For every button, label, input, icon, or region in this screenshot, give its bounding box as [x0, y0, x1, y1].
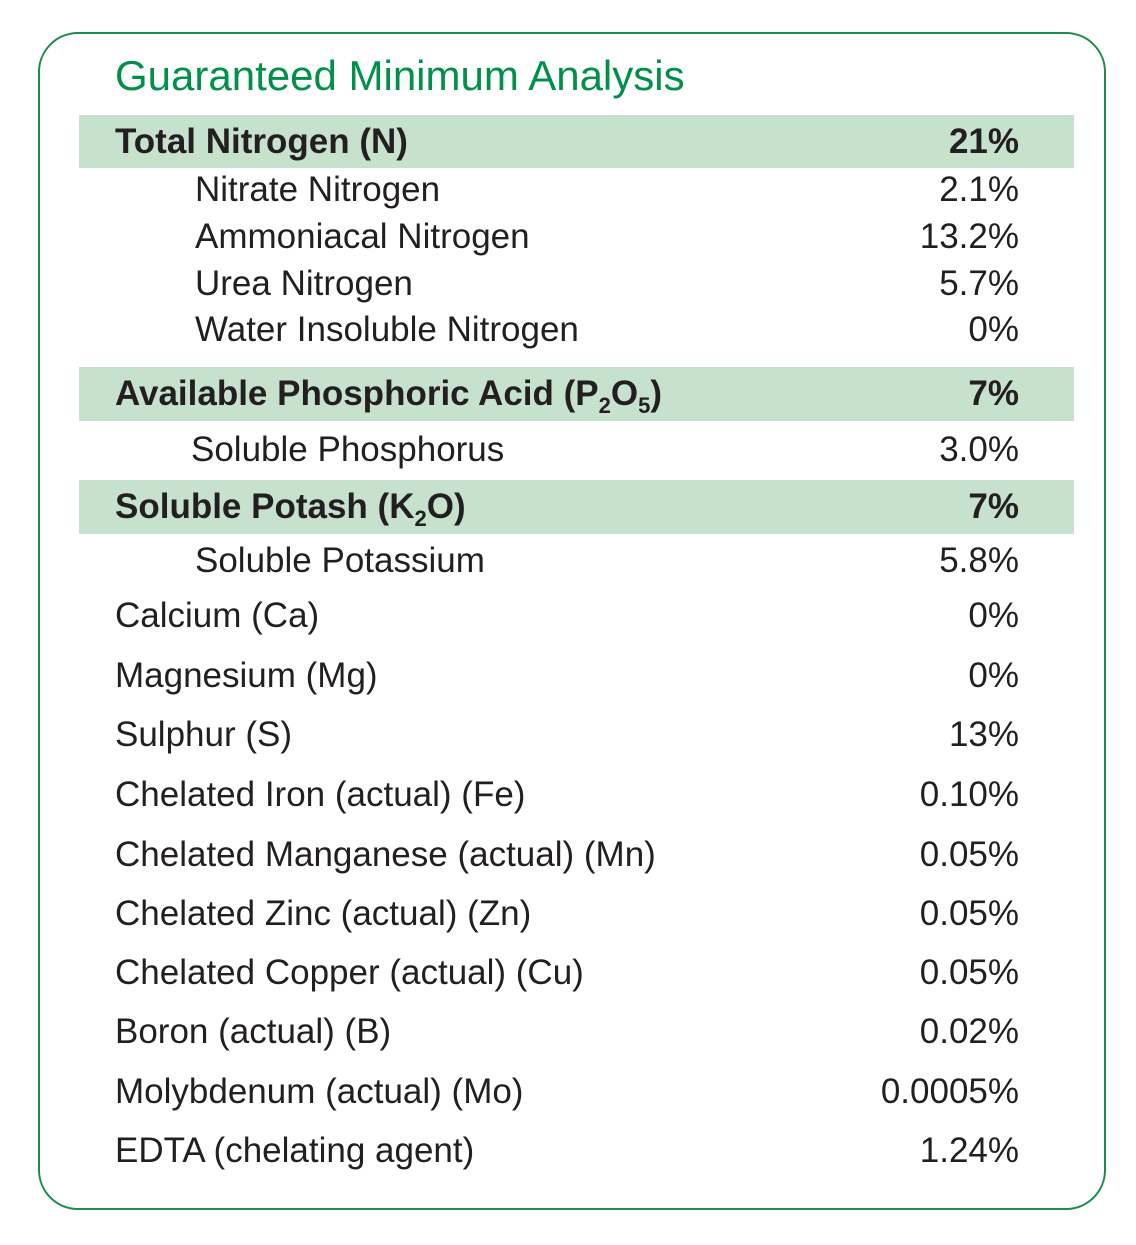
row-value: 5.7% — [939, 264, 1019, 303]
analysis-row-chelated-copper: Chelated Copper (actual) (Cu) 0.05% — [79, 949, 1074, 996]
analysis-row-soluble-potash: Soluble Potash (K2O) 7% — [79, 480, 1074, 534]
row-label: Sulphur (S) — [115, 715, 293, 754]
analysis-row-boron: Boron (actual) (B) 0.02% — [79, 1008, 1074, 1055]
row-label: Available Phosphoric Acid (P2O5) — [115, 374, 663, 418]
row-label: Ammoniacal Nitrogen — [195, 217, 530, 256]
row-value: 0.02% — [919, 1012, 1019, 1051]
row-value: 0.05% — [919, 894, 1019, 933]
row-label: Magnesium (Mg) — [115, 656, 378, 695]
row-label: Chelated Copper (actual) (Cu) — [115, 953, 584, 992]
analysis-title: Guaranteed Minimum Analysis — [115, 52, 685, 99]
row-value: 5.8% — [939, 541, 1019, 580]
analysis-row-calcium: Calcium (Ca) 0% — [79, 592, 1074, 639]
row-value: 0.10% — [919, 775, 1019, 814]
row-value: 2.1% — [939, 170, 1019, 209]
row-label: Chelated Zinc (actual) (Zn) — [115, 894, 532, 933]
row-label: Calcium (Ca) — [115, 596, 320, 635]
analysis-row-total-nitrogen: Total Nitrogen (N) 21% — [79, 115, 1074, 168]
row-label: Total Nitrogen (N) — [115, 122, 408, 161]
row-label: Soluble Potash (K2O) — [115, 487, 466, 531]
analysis-row-nitrate-nitrogen: Nitrate Nitrogen 2.1% — [79, 166, 1074, 213]
analysis-row-soluble-phosphorus: Soluble Phosphorus 3.0% — [79, 426, 1074, 473]
analysis-row-chelated-zinc: Chelated Zinc (actual) (Zn) 0.05% — [79, 890, 1074, 937]
row-label: Soluble Phosphorus — [191, 430, 505, 469]
analysis-card — [38, 32, 1106, 1210]
row-value: 0% — [968, 656, 1019, 695]
row-label: Urea Nitrogen — [195, 264, 413, 303]
row-label: Molybdenum (actual) (Mo) — [115, 1072, 524, 1111]
row-value: 7% — [968, 374, 1019, 413]
row-label: Chelated Iron (actual) (Fe) — [115, 775, 526, 814]
analysis-row-soluble-potassium: Soluble Potassium 5.8% — [79, 537, 1074, 584]
row-value: 0% — [968, 310, 1019, 349]
row-value: 0% — [968, 596, 1019, 635]
analysis-row-phosphoric-acid: Available Phosphoric Acid (P2O5) 7% — [79, 367, 1074, 421]
row-label: Boron (actual) (B) — [115, 1012, 392, 1051]
analysis-row-chelated-manganese: Chelated Manganese (actual) (Mn) 0.05% — [79, 831, 1074, 878]
analysis-row-ammoniacal-nitrogen: Ammoniacal Nitrogen 13.2% — [79, 213, 1074, 260]
row-label: Nitrate Nitrogen — [195, 170, 441, 209]
row-value: 7% — [968, 487, 1019, 526]
analysis-row-urea-nitrogen: Urea Nitrogen 5.7% — [79, 260, 1074, 307]
analysis-row-magnesium: Magnesium (Mg) 0% — [79, 652, 1074, 699]
row-label: Soluble Potassium — [195, 541, 485, 580]
analysis-row-water-insoluble-nitrogen: Water Insoluble Nitrogen 0% — [79, 306, 1074, 353]
row-value: 21% — [948, 122, 1019, 161]
row-label: Water Insoluble Nitrogen — [195, 310, 579, 349]
row-value: 1.24% — [919, 1131, 1019, 1170]
row-value: 13% — [948, 715, 1019, 754]
analysis-row-sulphur: Sulphur (S) 13% — [79, 711, 1074, 758]
row-value: 3.0% — [939, 430, 1019, 469]
row-value: 13.2% — [919, 217, 1019, 256]
row-value: 0.05% — [919, 835, 1019, 874]
row-label: EDTA (chelating agent) — [115, 1131, 475, 1170]
row-value: 0.05% — [919, 953, 1019, 992]
analysis-row-edta: EDTA (chelating agent) 1.24% — [79, 1127, 1074, 1174]
analysis-row-chelated-iron: Chelated Iron (actual) (Fe) 0.10% — [79, 771, 1074, 818]
row-value: 0.0005% — [880, 1072, 1019, 1111]
analysis-row-molybdenum: Molybdenum (actual) (Mo) 0.0005% — [79, 1068, 1074, 1115]
row-label: Chelated Manganese (actual) (Mn) — [115, 835, 656, 874]
